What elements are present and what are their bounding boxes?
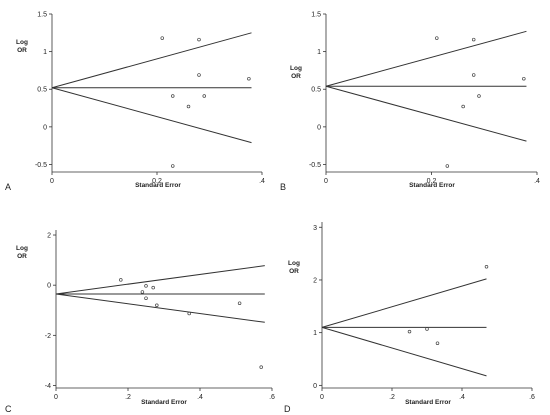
x-tick-label: .6	[529, 394, 535, 401]
study-point	[407, 329, 412, 334]
study-point	[259, 365, 263, 369]
x-tick-label: 0	[324, 178, 328, 185]
y-tick-label: 0.5	[311, 87, 321, 94]
y-tick-label: 2	[313, 277, 317, 284]
panel-label: C	[5, 404, 12, 414]
study-point	[202, 94, 207, 98]
y-tick-label: 1	[313, 330, 317, 337]
y-axis-label-line1: Log	[16, 245, 28, 252]
study-point	[522, 76, 526, 81]
x-tick-label: 0.2	[427, 178, 437, 185]
x-tick-label: .4	[259, 178, 265, 185]
y-axis-label-line2: OR	[17, 253, 27, 260]
y-tick-label: -4	[45, 383, 51, 390]
study-point	[484, 265, 489, 269]
x-tick-label: 0	[50, 178, 54, 185]
study-point	[425, 327, 429, 331]
study-point	[160, 36, 165, 40]
x-tick-label: 0	[320, 394, 324, 401]
study-point	[471, 37, 476, 42]
y-axis-label-line1: Log	[16, 39, 28, 46]
y-axis-label-line1: Log	[288, 260, 300, 267]
y-tick-label: 1.5	[311, 12, 321, 19]
x-tick-label: .4	[534, 178, 540, 185]
study-point	[140, 290, 145, 294]
study-point	[471, 73, 476, 77]
panel-label: A	[5, 182, 11, 192]
y-tick-label: 2	[47, 233, 51, 240]
study-point	[187, 311, 191, 316]
x-tick-label: 0.2	[152, 178, 162, 185]
x-tick-label: 0	[54, 394, 58, 401]
x-axis-label: Standard Error	[135, 182, 181, 189]
funnel-upper-limit-line	[321, 278, 487, 328]
panel-label: B	[280, 182, 286, 192]
x-axis-label: Standard Error	[141, 399, 187, 406]
x-axis-label: Standard Error	[409, 182, 455, 189]
funnel-lower-limit-line	[51, 87, 252, 144]
study-point	[119, 278, 123, 282]
study-point	[171, 94, 175, 98]
study-point	[151, 285, 155, 290]
funnel-upper-limit-line	[51, 32, 252, 89]
x-tick-label: .6	[269, 394, 275, 401]
y-tick-label: -2	[45, 333, 51, 340]
y-tick-label: 0	[47, 283, 51, 290]
funnel-upper-limit-line	[55, 265, 265, 295]
y-tick-label: 0	[313, 383, 317, 390]
y-tick-label: -0.5	[309, 162, 321, 169]
study-point	[197, 37, 201, 42]
study-point	[435, 341, 440, 345]
study-point	[197, 73, 201, 77]
x-tick-label: .4	[459, 394, 465, 401]
y-axis-label-line2: OR	[291, 73, 301, 80]
study-point	[445, 164, 450, 168]
y-tick-label: 1	[43, 49, 47, 56]
y-axis-label-line2: OR	[289, 268, 299, 275]
funnel-lower-limit-line	[55, 293, 265, 323]
study-point	[144, 284, 148, 288]
study-point	[186, 104, 191, 109]
study-point	[461, 104, 465, 109]
y-tick-label: 0	[317, 124, 321, 131]
y-tick-label: 1	[317, 49, 321, 56]
y-axis-label-line1: Log	[290, 65, 302, 72]
study-point	[435, 36, 439, 40]
funnel-lower-limit-line	[321, 326, 487, 377]
study-point	[237, 301, 242, 305]
x-tick-label: .2	[125, 394, 131, 401]
funnel-upper-limit-line	[325, 30, 527, 87]
y-tick-label: 0	[43, 124, 47, 131]
x-axis-label: Standard Error	[405, 399, 451, 406]
study-point	[171, 164, 175, 168]
x-tick-label: .2	[389, 394, 395, 401]
funnel-lower-limit-line	[325, 85, 527, 142]
y-axis-label-line2: OR	[17, 47, 27, 54]
panel-label: D	[284, 404, 291, 414]
study-point	[477, 94, 481, 98]
y-tick-label: 3	[313, 225, 317, 232]
y-tick-label: -0.5	[35, 162, 47, 169]
y-tick-label: 1.5	[37, 12, 47, 19]
study-point	[144, 296, 148, 300]
x-tick-label: .4	[197, 394, 203, 401]
y-tick-label: 0.5	[37, 87, 47, 94]
study-point	[155, 303, 159, 307]
study-point	[247, 76, 251, 81]
